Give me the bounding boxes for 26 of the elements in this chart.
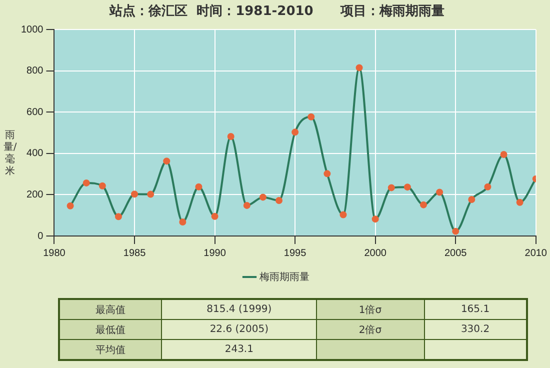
text: 243.1: [162, 340, 316, 360]
y-tick-label: 400: [26, 148, 44, 160]
text: 330.2: [424, 320, 527, 340]
chart-title: 站点：徐汇区 时间：1981-2010 项目：梅雨期雨量: [108, 3, 444, 20]
x-tick-label: 2005: [444, 248, 468, 259]
text: 最高值: [59, 299, 162, 320]
text: 2倍σ: [316, 320, 424, 340]
x-tick-label: 1980: [43, 248, 66, 259]
x-tick-label: 1990: [204, 248, 226, 259]
x-tick-label: 2000: [364, 248, 387, 259]
text: 815.4 (1999): [162, 299, 316, 320]
y-tick-label: 600: [26, 106, 44, 118]
legend-label: 梅雨期雨量: [258, 270, 310, 283]
y-tick-label: 200: [26, 189, 44, 200]
y-tick-label: 800: [26, 66, 44, 77]
y-axis-title: 雨量/毫米: [2, 130, 18, 178]
text: 平均值: [59, 340, 162, 360]
x-tick-label: 1985: [123, 248, 146, 259]
text: 1倍σ: [316, 299, 424, 320]
y-tick-label: 1000: [20, 24, 44, 36]
text: 最低值: [59, 320, 162, 340]
text: 165.1: [424, 299, 527, 320]
x-tick-label: 1995: [284, 248, 307, 259]
text: 22.6 (2005): [162, 320, 316, 340]
x-tick-label: 2010: [524, 248, 548, 259]
y-tick-label: 0: [38, 230, 44, 242]
